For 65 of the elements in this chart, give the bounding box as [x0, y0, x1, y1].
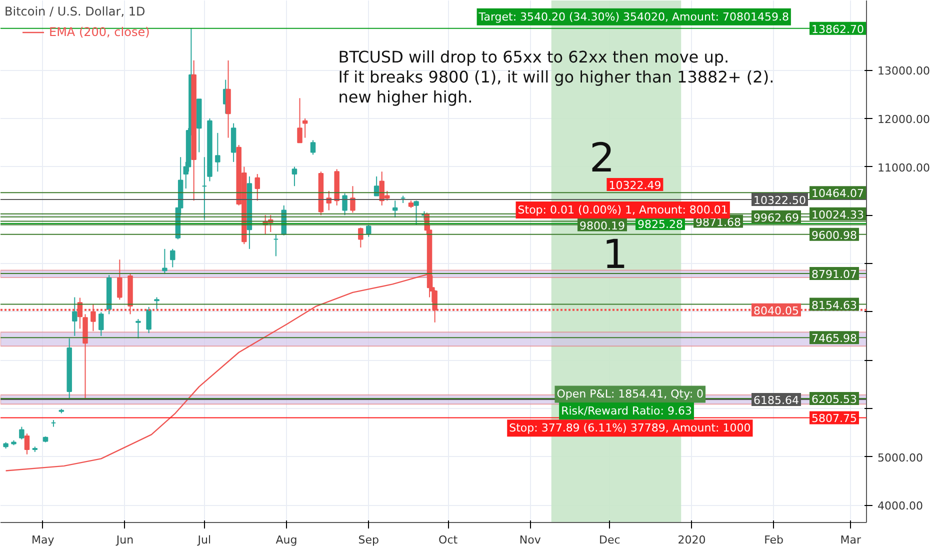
y-tick-label: 11000.00: [878, 161, 930, 174]
candlestick: [24, 433, 30, 455]
ref-line-label: 13862.70: [812, 22, 864, 36]
candlestick: [146, 306, 152, 334]
x-tick-label: Aug: [276, 534, 298, 546]
ref-line-label: 9600.98: [812, 228, 857, 242]
x-tick-label: Oct: [438, 534, 458, 546]
annotation: 2: [589, 135, 615, 182]
annotation: 10322.49: [608, 178, 662, 192]
x-tick-label: May: [32, 534, 55, 546]
annotation: Stop: 0.01 (0.00%) 1, Amount: 800.01: [518, 203, 728, 216]
x-tick-label: 2020: [678, 534, 706, 546]
x-tick-label: Nov: [519, 534, 542, 546]
candlestick: [117, 259, 122, 300]
ref-line-label: 8040.05: [754, 304, 799, 318]
candlestick: [98, 312, 104, 336]
candlestick: [254, 174, 260, 202]
candlestick: [366, 224, 372, 238]
annotation: Open P&L: 1854.41, Qty: 0: [556, 388, 704, 401]
annotation: 1: [602, 232, 628, 278]
ref-line-label: 9962.69: [754, 211, 799, 224]
ref-line-label: 8791.07: [812, 268, 857, 282]
candlestick: [297, 98, 302, 144]
ref-line-label: 5807.75: [812, 412, 857, 426]
annotation: Risk/Reward Ratio: 9.63: [561, 404, 692, 418]
candlestick: [392, 200, 398, 218]
candlestick: [19, 426, 24, 440]
y-tick-label: 13000.00: [878, 64, 930, 78]
x-tick-label: Jun: [115, 534, 134, 546]
candlestick: [215, 132, 220, 172]
annotation: BTCUSD will drop to 65xx to 62xx then move up. If it breaks 9800 (1), it will go higher than 13882+ (2). new higher high.: [338, 47, 774, 106]
x-tick-label: Jul: [196, 534, 212, 546]
x-tick-label: Sep: [358, 534, 379, 546]
y-tick-label: 5000.00: [878, 451, 923, 464]
candlestick: [72, 296, 78, 336]
candlestick: [374, 176, 380, 196]
y-tick-label: 4000.00: [878, 500, 923, 513]
candlestick: [414, 200, 419, 226]
candlestick: [350, 186, 356, 214]
candlestick: [170, 248, 176, 268]
y-tick-label: 12000.00: [878, 112, 930, 126]
x-tick-label: Dec: [598, 534, 620, 546]
candlestick: [358, 227, 364, 248]
candlestick: [154, 296, 160, 310]
ref-line-label: 9800.19: [580, 219, 625, 232]
candlestick: [292, 166, 298, 187]
ref-line-label: 10024.33: [812, 208, 864, 222]
ref-line-label: 6185.64: [754, 394, 799, 407]
annotation: Stop: 377.89 (6.11%) 37789, Amount: 1000: [509, 422, 751, 435]
candlestick: [310, 140, 316, 156]
candlestick: [162, 248, 168, 275]
ref-line-label: 7465.98: [812, 332, 857, 346]
ref-line-label: 10322.50: [754, 194, 806, 208]
legend-label: EMA (200, close): [49, 25, 150, 39]
candlestick: [302, 118, 308, 138]
x-tick-label: Mar: [840, 534, 862, 546]
ref-line-label: 6205.53: [812, 393, 857, 406]
candlestick: [136, 318, 141, 339]
ref-line-label: 10464.07: [812, 187, 864, 200]
annotation: Target: 3540.20 (34.30%) 354020, Amount: 70801459.8: [478, 10, 789, 24]
ref-line-label: 8154.63: [812, 298, 857, 312]
x-tick-label: Feb: [764, 534, 784, 546]
chart-title: Bitcoin / U.S. Dollar, 1D: [4, 4, 146, 18]
candlestick: [342, 192, 348, 216]
ref-line-label: 9825.28: [638, 218, 683, 232]
